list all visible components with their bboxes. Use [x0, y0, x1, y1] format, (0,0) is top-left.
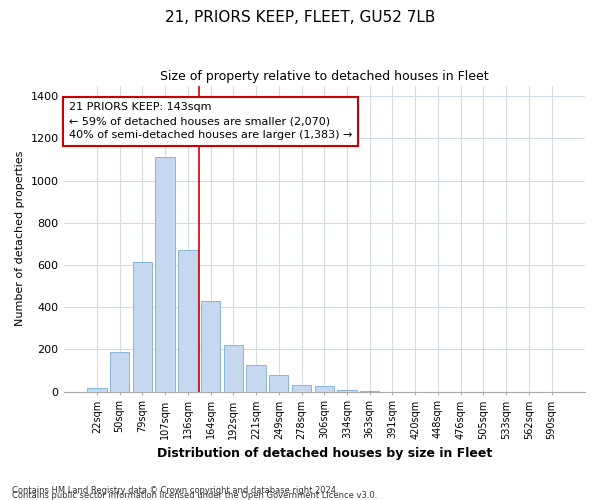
Bar — [247, 366, 266, 392]
Text: Contains public sector information licensed under the Open Government Licence v3: Contains public sector information licen… — [12, 491, 377, 500]
Bar — [314, 386, 334, 392]
Bar — [201, 301, 220, 392]
X-axis label: Distribution of detached houses by size in Fleet: Distribution of detached houses by size … — [157, 447, 492, 460]
Bar — [155, 158, 175, 392]
Text: 21, PRIORS KEEP, FLEET, GU52 7LB: 21, PRIORS KEEP, FLEET, GU52 7LB — [165, 10, 435, 25]
Bar — [133, 262, 152, 392]
Bar — [337, 390, 356, 392]
Bar — [224, 345, 243, 392]
Title: Size of property relative to detached houses in Fleet: Size of property relative to detached ho… — [160, 70, 488, 83]
Bar — [110, 352, 130, 392]
Text: Contains HM Land Registry data © Crown copyright and database right 2024.: Contains HM Land Registry data © Crown c… — [12, 486, 338, 495]
Bar — [87, 388, 107, 392]
Bar — [269, 375, 289, 392]
Bar — [178, 250, 197, 392]
Bar — [360, 390, 379, 392]
Y-axis label: Number of detached properties: Number of detached properties — [15, 151, 25, 326]
Bar — [292, 386, 311, 392]
Text: 21 PRIORS KEEP: 143sqm
← 59% of detached houses are smaller (2,070)
40% of semi-: 21 PRIORS KEEP: 143sqm ← 59% of detached… — [69, 102, 352, 141]
